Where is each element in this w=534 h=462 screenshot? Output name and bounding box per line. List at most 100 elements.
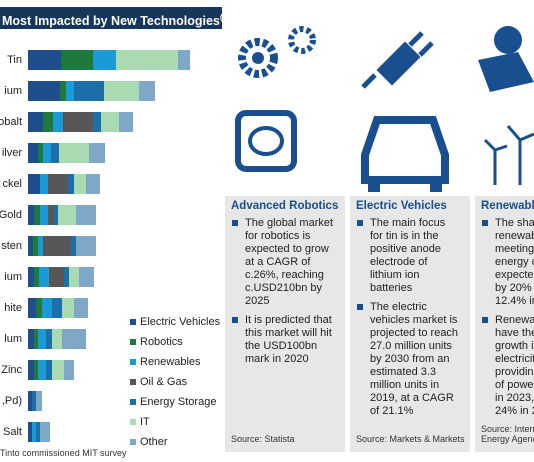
bullet: The main focus for tin is in the positive … — [356, 217, 466, 295]
bullet-line: in 2023, — [495, 392, 534, 404]
bar-segment — [34, 360, 38, 380]
bar-segment — [53, 112, 63, 132]
bar-segment — [60, 81, 66, 101]
bar-segment — [66, 81, 74, 101]
bar-segment — [52, 329, 62, 349]
bullet-line: for robotics is — [245, 230, 311, 242]
bullet-line: of 21.1% — [370, 405, 414, 417]
panel-heading: Electric Vehicles — [356, 200, 447, 212]
category-label: hite — [4, 302, 22, 314]
legend-swatch — [130, 399, 136, 405]
bar-segment — [64, 360, 74, 380]
bar-segment — [34, 205, 40, 225]
category-label: obalt — [0, 116, 22, 128]
legend-label: IT — [140, 416, 150, 428]
bar-segment — [36, 391, 42, 411]
bullet-line: by 20% t — [495, 282, 534, 294]
bar-segment — [28, 422, 32, 442]
bar-segment — [54, 205, 58, 225]
category-label: Zinc — [1, 364, 22, 376]
category-label: ium — [4, 271, 22, 283]
legend-label: Robotics — [140, 336, 183, 348]
bar-segment — [28, 174, 40, 194]
bar-segment — [36, 298, 42, 318]
bullet-line: Renewab — [495, 314, 534, 326]
bar-segment — [119, 112, 133, 132]
bar-segment — [63, 112, 93, 132]
legend-swatch — [130, 379, 136, 385]
bar-segment — [28, 298, 36, 318]
bar-segment — [51, 143, 59, 163]
bar-segment — [79, 267, 94, 287]
bar-segment — [38, 236, 43, 256]
bar-segment — [59, 143, 89, 163]
bar-segment — [178, 50, 190, 70]
bar-segment — [64, 267, 69, 287]
category-label: lum — [4, 333, 22, 345]
bar-segment — [28, 50, 61, 70]
bar-segment — [28, 236, 33, 256]
legend-swatch — [130, 419, 136, 425]
bullet-line: at a CAGR of — [245, 256, 311, 268]
bar-segment — [28, 391, 32, 411]
bar-segment — [52, 360, 64, 380]
panel-heading: Advanced Robotics — [231, 200, 339, 212]
bar-segment — [28, 143, 38, 163]
legend-swatch — [130, 359, 136, 365]
bar-segment — [76, 236, 96, 256]
bullet-line: energy d — [495, 256, 534, 268]
category-label: ium — [4, 85, 22, 97]
bar-segment — [69, 267, 79, 287]
category-label: Tin — [7, 54, 22, 66]
legend-label: Oil & Gas — [140, 376, 188, 388]
bar-segment — [101, 112, 119, 132]
bullet-line: this market will hit — [245, 327, 332, 339]
bar-segment — [46, 329, 52, 349]
bar-segment — [32, 391, 36, 411]
bullet-line: estimated 3.3 — [370, 366, 437, 378]
bar-segment — [34, 267, 39, 287]
bullet-line: providing — [495, 366, 534, 378]
bar-segment — [86, 174, 100, 194]
bullet: The global market for robotics is expected… — [231, 217, 341, 308]
bullet-line: The main focus — [370, 217, 446, 229]
bullet-line: million units in — [370, 379, 440, 391]
bar-segment — [62, 329, 86, 349]
bullet-line: 27.0 million units — [370, 340, 452, 352]
bar-segment — [43, 112, 53, 132]
chart-title: Most Impacted by New Technologies(2) — [0, 7, 230, 29]
icons — [235, 26, 534, 192]
panel: Advanced Robotics The global market for ro… — [225, 196, 345, 452]
bar-segment — [74, 174, 86, 194]
footnote: Tinto commissioned MIT survey — [0, 448, 127, 458]
legend-label: Other — [140, 436, 168, 448]
bullet-line: c.USD210bn by — [245, 282, 323, 294]
category-label: ilver — [2, 147, 23, 159]
category-label: Salt — [3, 426, 22, 438]
category-label: sten — [1, 240, 22, 252]
category-label: Gold — [0, 209, 22, 221]
bullet-line: projected to reach — [370, 327, 459, 339]
bullet-line: for tin is in the — [370, 230, 439, 242]
legend-swatch — [130, 319, 136, 325]
bullet-line: mark in 2020 — [245, 353, 309, 365]
bar-segment — [32, 422, 36, 442]
bullet-line: The global market — [245, 217, 334, 229]
panel-heading: Renewables — [481, 200, 534, 212]
bullet-line: electrode of — [370, 256, 428, 268]
source: Source: Markets & Markets — [356, 434, 465, 444]
bullet-line: 12.4% in — [495, 295, 534, 307]
bullet-line: growth in — [495, 340, 534, 352]
source: Source: Statista — [231, 434, 295, 444]
bar-segment — [42, 298, 52, 318]
bar-segment — [34, 329, 38, 349]
bar-segment — [39, 267, 49, 287]
bar-segment — [33, 236, 38, 256]
bar-segment — [38, 143, 43, 163]
source-line: Source: Statista — [231, 434, 295, 444]
bullet-line: expected to grow — [245, 243, 329, 255]
category-label: ,Pd) — [2, 395, 22, 407]
